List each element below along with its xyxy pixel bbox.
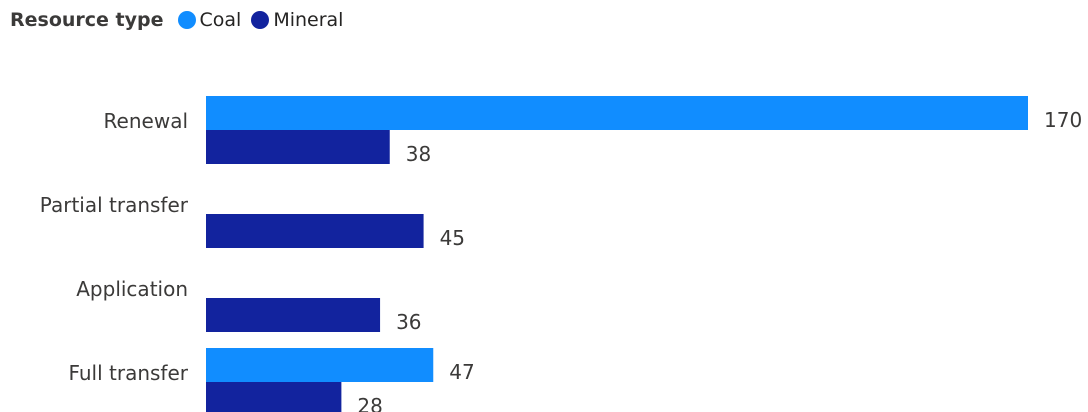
bar-coal-full-transfer[interactable]	[206, 348, 434, 382]
bar-mineral-renewal[interactable]	[206, 130, 390, 164]
bar-mineral-partial-transfer[interactable]	[206, 214, 424, 248]
legend-swatch-coal	[177, 11, 196, 29]
category-label-partial-transfer: Partial transfer	[40, 193, 189, 217]
data-label-mineral-partial-transfer: 45	[440, 226, 465, 250]
category-label-full-transfer: Full transfer	[68, 361, 188, 385]
data-label-mineral-full-transfer: 28	[357, 394, 382, 412]
data-label-coal-full-transfer: 47	[449, 360, 474, 384]
data-label-mineral-renewal: 38	[406, 142, 431, 166]
bar-mineral-application[interactable]	[206, 298, 381, 332]
category-label-application: Application	[76, 277, 188, 301]
category-label-renewal: Renewal	[104, 109, 188, 133]
data-label-mineral-application: 36	[396, 310, 421, 334]
data-label-coal-renewal: 170	[1044, 108, 1082, 132]
bar-coal-renewal[interactable]	[206, 96, 1028, 130]
legend-swatch-mineral	[251, 11, 270, 29]
legend-label-mineral: Mineral	[273, 9, 344, 31]
chart-legend: Resource type Coal Mineral	[10, 6, 353, 34]
bar-mineral-full-transfer[interactable]	[206, 382, 342, 412]
legend-item-coal[interactable]: Coal	[177, 9, 242, 31]
legend-item-mineral[interactable]: Mineral	[251, 9, 343, 31]
legend-title: Resource type	[10, 9, 164, 31]
legend-label-coal: Coal	[199, 9, 242, 31]
